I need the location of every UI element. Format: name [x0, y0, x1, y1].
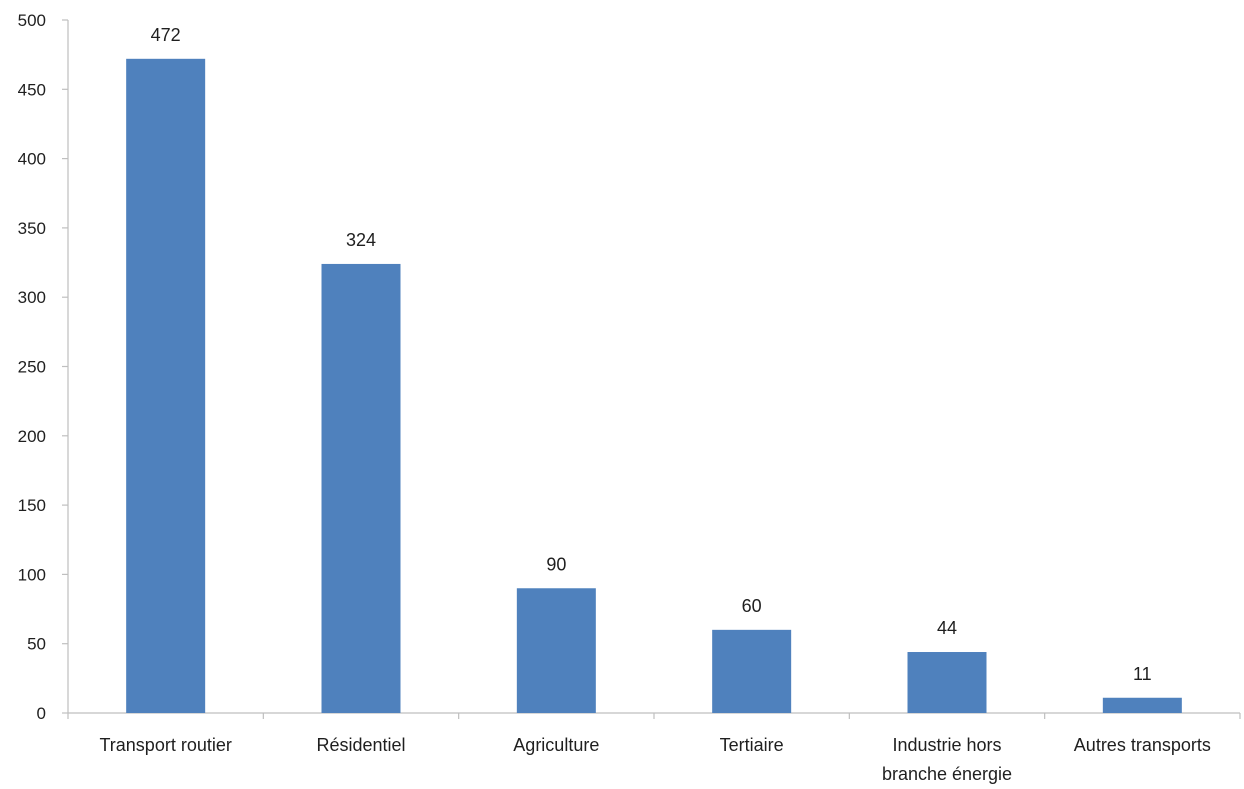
data-label: 44: [937, 618, 957, 638]
x-category-label: Agriculture: [513, 735, 599, 755]
y-tick-label: 100: [18, 565, 46, 584]
y-tick-label: 450: [18, 80, 46, 99]
y-tick-label: 400: [18, 150, 46, 169]
data-labels: 472 324 90 60 44 11: [151, 25, 1152, 684]
data-label: 90: [546, 554, 566, 574]
y-tick-label: 250: [18, 358, 46, 377]
x-category-label-line: Résidentiel: [316, 735, 405, 755]
x-category-label: Résidentiel: [316, 735, 405, 755]
x-axis: Transport routier Résidentiel Agriculture T…: [67, 712, 1241, 784]
data-label: 324: [346, 230, 376, 250]
y-tick-label: 500: [18, 11, 46, 30]
bar: [1102, 697, 1182, 713]
y-tick-label: 300: [18, 288, 46, 307]
x-category-label-line: branche énergie: [882, 764, 1012, 784]
bars: [126, 58, 1182, 714]
x-category-label-line: Industrie hors: [892, 735, 1001, 755]
x-category-label: Transport routier: [99, 735, 231, 755]
x-category-label-line: Autres transports: [1074, 735, 1211, 755]
bar: [321, 263, 401, 713]
y-tick-label: 0: [37, 704, 46, 723]
bar: [126, 58, 206, 714]
x-category-label-line: Transport routier: [99, 735, 231, 755]
bar: [712, 629, 792, 713]
data-label: 472: [151, 25, 181, 45]
x-category-label-line: Agriculture: [513, 735, 599, 755]
data-label: 11: [1133, 664, 1152, 684]
x-category-label: Autres transports: [1074, 735, 1211, 755]
bar: [907, 652, 987, 713]
y-tick-label: 50: [27, 635, 46, 654]
x-category-label-line: Tertiaire: [720, 735, 784, 755]
x-category-label: Industrie hors branche énergie: [882, 735, 1012, 784]
x-category-label: Tertiaire: [720, 735, 784, 755]
y-tick-label: 150: [18, 496, 46, 515]
y-tick-label: 350: [18, 219, 46, 238]
bar: [516, 588, 596, 713]
data-label: 60: [742, 596, 762, 616]
y-axis: 0 50 100 150 200 250 300 350 400 450 500: [18, 11, 69, 723]
y-tick-label: 200: [18, 427, 46, 446]
